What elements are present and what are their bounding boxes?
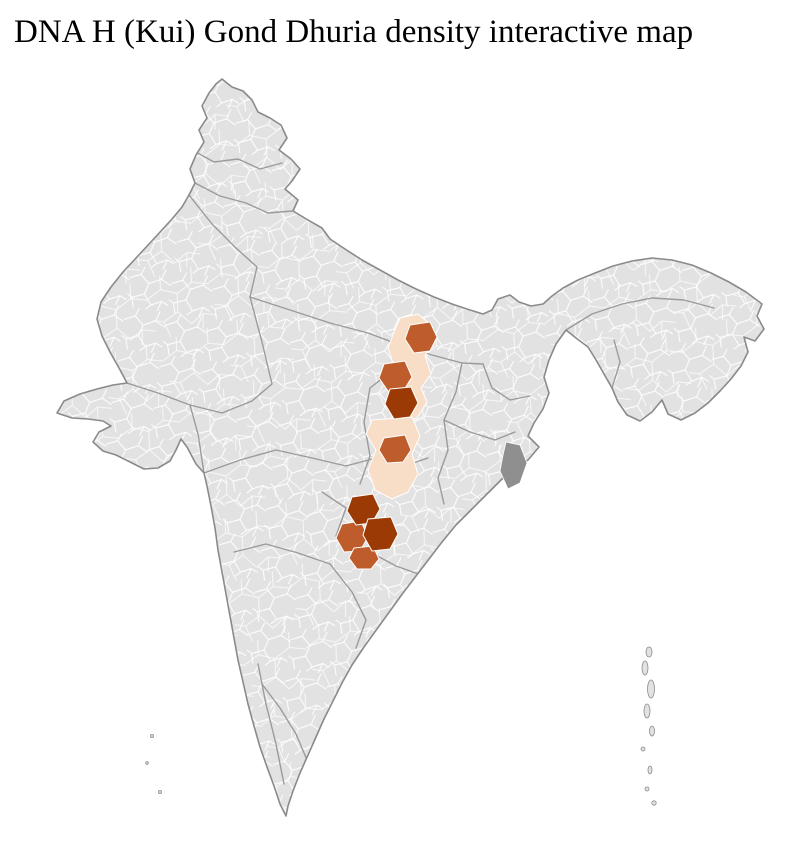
- india-density-map[interactable]: [0, 56, 806, 846]
- map-container: [0, 56, 806, 846]
- no-data-district[interactable]: [499, 441, 528, 490]
- lakshadweep-islands: [145, 734, 162, 795]
- district-high-3[interactable]: [362, 516, 399, 552]
- district-mid-3[interactable]: [378, 434, 412, 464]
- highlighted-districts: [335, 313, 438, 570]
- page-title: DNA H (Kui) Gond Dhuria density interact…: [14, 14, 694, 50]
- district-high-1[interactable]: [384, 386, 419, 420]
- district-mid-1[interactable]: [404, 321, 438, 354]
- andaman-nicobar-islands: [640, 646, 657, 806]
